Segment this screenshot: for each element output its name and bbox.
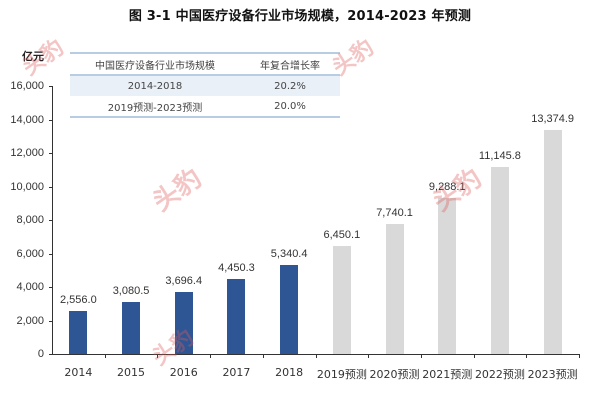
table-cell-cagr: 20.2% — [274, 80, 306, 92]
x-tick — [104, 354, 106, 358]
x-tick-label: 2016 — [169, 366, 198, 379]
bar-value-label: 9,288.1 — [428, 181, 466, 194]
x-tick-label: 2021预测 — [422, 368, 473, 381]
y-tick-label: 12,000 — [10, 147, 44, 159]
x-tick-label: 2023预测 — [527, 368, 578, 381]
y-tick — [49, 354, 53, 355]
y-tick — [49, 86, 53, 87]
chart-title: 图 3-1 中国医疗设备行业市场规模，2014-2023 年预测 — [128, 9, 472, 24]
bar-actual — [280, 264, 299, 354]
table-header-cagr: 年复合增长率 — [260, 60, 320, 72]
x-tick — [420, 354, 422, 358]
y-tick — [49, 253, 53, 255]
y-tick-label: 14,000 — [10, 113, 44, 126]
y-tick — [49, 186, 53, 188]
table-cell-period: 2019预测-2023预测 — [107, 102, 203, 114]
x-tick-label: 2022预测 — [474, 368, 525, 381]
y-axis-unit: 亿元 — [22, 50, 44, 63]
y-tick-label: 2,000 — [16, 314, 44, 327]
x-tick — [315, 354, 317, 358]
bar-actual — [174, 292, 193, 354]
bar-actual — [227, 279, 246, 354]
watermark: 头豹 — [147, 163, 208, 218]
bar-value-label: 2,556.0 — [59, 294, 97, 307]
bar-forecast — [438, 198, 457, 354]
y-tick — [49, 287, 53, 288]
x-tick-label: 2017 — [222, 366, 251, 379]
bar-value-label: 11,145.8 — [478, 150, 521, 163]
cagr-table: 中国医疗设备行业市场规模 年复合增长率 2014-2018 20.2% 2019… — [70, 52, 340, 118]
bar-value-label: 5,340.4 — [270, 247, 308, 260]
bar-value-label: 3,696.4 — [165, 275, 203, 288]
y-tick-label: 8,000 — [16, 214, 44, 226]
table-row: 2019预测-2023预测 20.0% — [70, 96, 340, 117]
y-tick-label: 10,000 — [10, 180, 44, 193]
bar-actual — [69, 311, 88, 354]
y-tick — [49, 220, 53, 221]
table-header-scale: 中国医疗设备行业市场规模 — [95, 60, 215, 72]
y-tick — [49, 153, 53, 154]
y-tick-label: 16,000 — [10, 80, 44, 92]
table-cell-period: 2014-2018 — [127, 80, 183, 92]
watermark: 头豹 — [427, 163, 488, 218]
y-tick — [49, 119, 53, 121]
x-tick-label: 2014 — [64, 366, 93, 379]
bar-value-label: 13,374.9 — [531, 112, 575, 125]
watermark: 头豹 — [18, 35, 69, 81]
bar-value-label: 3,080.5 — [112, 285, 150, 298]
y-tick-label: 0 — [37, 348, 44, 360]
x-tick — [262, 354, 264, 358]
bar-value-label: 4,450.3 — [218, 262, 255, 275]
table-row: 2014-2018 20.2% — [70, 75, 340, 96]
y-tick-label: 6,000 — [16, 247, 44, 260]
x-tick-label: 2020预测 — [369, 368, 420, 381]
x-tick-label: 2018 — [275, 366, 304, 379]
cagr-table-header: 中国医疗设备行业市场规模 年复合增长率 — [70, 53, 340, 75]
y-tick — [49, 320, 53, 322]
bar-forecast — [543, 129, 562, 354]
x-tick-label: 2019预测 — [316, 368, 367, 381]
bar-value-label: 7,740.1 — [376, 207, 413, 220]
bar-forecast — [385, 224, 404, 354]
x-tick — [579, 354, 580, 358]
y-tick-label: 4,000 — [16, 281, 44, 293]
bar-value-label: 6,450.1 — [323, 228, 361, 241]
x-tick-label: 2015 — [117, 366, 146, 379]
x-tick — [473, 354, 475, 358]
table-cell-cagr: 20.0% — [274, 100, 306, 112]
x-tick — [526, 354, 528, 358]
x-tick — [368, 354, 370, 358]
bar-forecast — [332, 245, 351, 354]
x-tick — [210, 354, 212, 358]
bar-forecast — [490, 167, 509, 354]
bar-actual — [122, 302, 141, 354]
x-tick — [157, 354, 159, 358]
